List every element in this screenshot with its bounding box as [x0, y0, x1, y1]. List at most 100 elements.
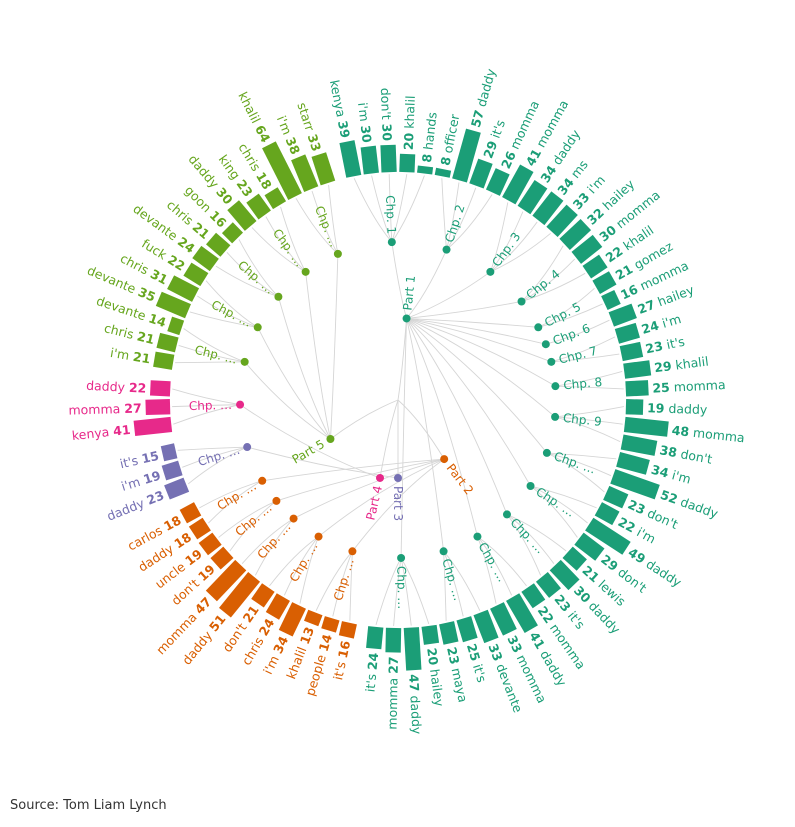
word-count: 47 — [407, 674, 423, 692]
word-bar — [385, 627, 402, 653]
part-node — [326, 435, 335, 443]
word-link — [178, 344, 245, 363]
word-link — [530, 485, 588, 524]
word-count: 25 — [652, 379, 670, 395]
word-label: 8 hands — [418, 111, 439, 163]
word-bar — [262, 141, 302, 201]
word-count: 33 — [486, 641, 506, 663]
chapter-node — [473, 532, 482, 541]
word-text: starr — [295, 100, 319, 136]
chapter-label: Chp. … — [312, 204, 341, 249]
chapter-label: Chp. … — [189, 398, 233, 413]
word-text: don't — [378, 88, 394, 124]
word-bar — [133, 416, 173, 437]
word-count: 21 — [132, 348, 152, 366]
chapter-link — [262, 458, 445, 482]
word-count: 29 — [653, 358, 672, 375]
word-label: 29 khalil — [653, 353, 709, 375]
word-bar — [562, 546, 587, 571]
word-link — [489, 202, 509, 272]
chapter-node — [517, 297, 526, 306]
word-bar — [502, 164, 534, 205]
word-bar — [421, 624, 440, 645]
part-link — [379, 399, 399, 479]
word-label: 19 daddy — [647, 400, 708, 417]
word-text: daddy — [664, 400, 708, 416]
chapter-link — [406, 318, 508, 515]
chapter-link — [400, 318, 408, 558]
word-link — [490, 232, 551, 273]
word-link — [538, 287, 595, 328]
word-count: 64 — [253, 122, 274, 145]
word-bar — [192, 245, 219, 272]
word-link — [443, 551, 464, 617]
chapter-node — [551, 412, 560, 421]
word-bar — [620, 434, 658, 456]
word-link — [295, 198, 339, 255]
word-count: 39 — [335, 119, 353, 139]
word-bar — [619, 341, 644, 362]
word-bar — [521, 583, 546, 609]
chapter-label: Chp. … — [475, 540, 509, 584]
word-link — [555, 416, 623, 425]
chapter-label: Chp. … — [193, 343, 238, 367]
chapter-label: Chp. 9 — [562, 411, 602, 429]
chapter-node — [526, 482, 535, 491]
chapter-link — [330, 253, 339, 440]
word-link — [269, 536, 319, 587]
word-label: 47 daddy — [407, 674, 426, 736]
chapter-link — [406, 318, 531, 487]
word-count: 33 — [305, 132, 325, 153]
chapter-node — [439, 547, 448, 556]
word-label: 48 momma — [671, 422, 745, 445]
chapter-link — [276, 458, 445, 502]
chapter-link — [406, 318, 552, 363]
word-text: i'm — [119, 472, 145, 493]
word-text: momma — [669, 377, 725, 395]
word-text: daddy — [86, 377, 130, 394]
word-link — [299, 536, 319, 604]
word-label: 25 it's — [464, 642, 490, 684]
word-text: khalil — [671, 353, 710, 373]
chapter-node — [542, 448, 551, 457]
word-link — [554, 416, 621, 443]
word-label: 29 it's — [480, 118, 508, 160]
part-link — [397, 399, 445, 460]
part-link — [397, 318, 408, 401]
chapter-label: Chp. 4 — [523, 267, 562, 302]
word-bar — [167, 275, 200, 302]
chapter-node — [547, 357, 556, 366]
word-bar — [625, 380, 649, 397]
word-text: it's — [486, 118, 508, 144]
word-count: 23 — [144, 487, 166, 507]
word-bar — [571, 234, 603, 264]
word-text: i'm — [667, 466, 693, 486]
word-count: 22 — [616, 514, 638, 535]
word-bar — [161, 460, 183, 481]
word-text: daddy — [675, 492, 721, 521]
word-link — [388, 174, 393, 243]
word-count: 20 — [400, 132, 416, 150]
word-count: 21 — [613, 261, 636, 283]
word-bar — [321, 616, 340, 633]
word-bar — [608, 303, 637, 327]
word-bar — [206, 232, 231, 257]
word-count: 34 — [270, 633, 291, 655]
word-bar — [506, 593, 538, 634]
word-link — [530, 485, 597, 509]
word-bar — [439, 621, 459, 645]
word-text: it's — [362, 669, 379, 693]
word-bar — [614, 322, 640, 344]
word-bar — [303, 609, 323, 627]
chapter-link — [406, 317, 539, 328]
word-link — [173, 404, 241, 425]
word-link — [446, 194, 493, 250]
word-count: 27 — [124, 400, 142, 416]
word-link — [545, 319, 610, 345]
chapter-label: Chp. 8 — [563, 375, 603, 392]
word-bar — [265, 593, 290, 620]
word-count: 30 — [358, 124, 375, 143]
word-bar — [452, 128, 481, 183]
chapter-node — [397, 553, 406, 562]
